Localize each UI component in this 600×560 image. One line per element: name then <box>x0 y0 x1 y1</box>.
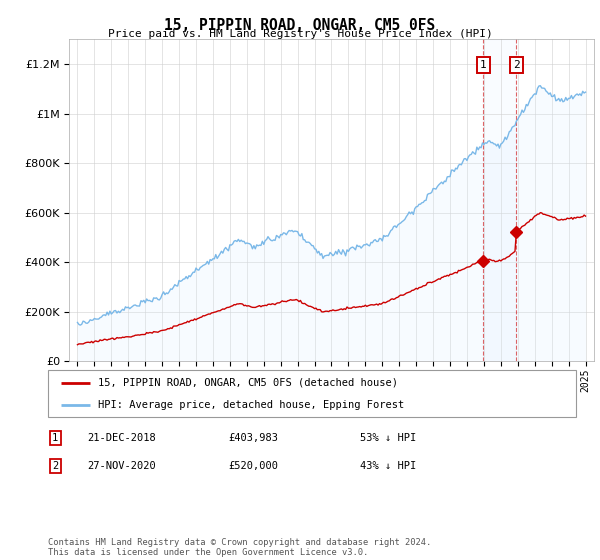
Text: 21-DEC-2018: 21-DEC-2018 <box>87 433 156 443</box>
Text: Price paid vs. HM Land Registry's House Price Index (HPI): Price paid vs. HM Land Registry's House … <box>107 29 493 39</box>
Text: HPI: Average price, detached house, Epping Forest: HPI: Average price, detached house, Eppi… <box>98 400 404 410</box>
FancyBboxPatch shape <box>48 370 576 417</box>
Text: 2: 2 <box>52 461 58 471</box>
Text: £403,983: £403,983 <box>228 433 278 443</box>
Text: 2: 2 <box>513 60 520 70</box>
Text: 15, PIPPIN ROAD, ONGAR, CM5 0FS (detached house): 15, PIPPIN ROAD, ONGAR, CM5 0FS (detache… <box>98 378 398 388</box>
Text: 1: 1 <box>480 60 487 70</box>
Text: 53% ↓ HPI: 53% ↓ HPI <box>360 433 416 443</box>
Text: 27-NOV-2020: 27-NOV-2020 <box>87 461 156 471</box>
Text: 15, PIPPIN ROAD, ONGAR, CM5 0FS: 15, PIPPIN ROAD, ONGAR, CM5 0FS <box>164 18 436 33</box>
Text: 43% ↓ HPI: 43% ↓ HPI <box>360 461 416 471</box>
Text: 1: 1 <box>52 433 58 443</box>
Text: Contains HM Land Registry data © Crown copyright and database right 2024.
This d: Contains HM Land Registry data © Crown c… <box>48 538 431 557</box>
Bar <box>484 39 516 361</box>
Text: £520,000: £520,000 <box>228 461 278 471</box>
